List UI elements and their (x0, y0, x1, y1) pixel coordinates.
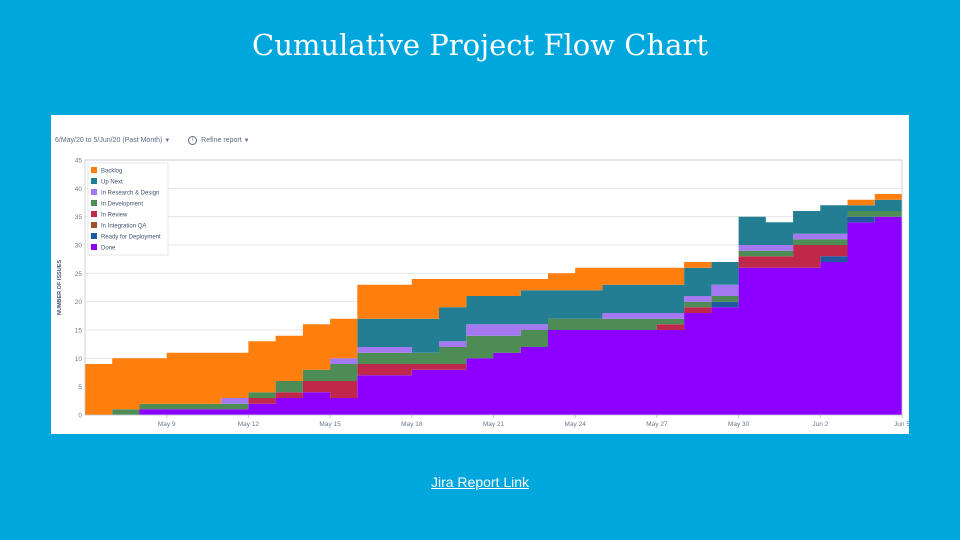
date-range-dropdown[interactable]: 6/May/20 to 5/Jun/20 (Past Month) ▼ (55, 137, 172, 144)
legend-swatch (91, 167, 97, 173)
legend-label: Up Next (101, 180, 123, 186)
legend-label: Ready for Deployment (101, 235, 161, 241)
legend-swatch (91, 189, 97, 195)
y-tick-label: 20 (75, 299, 83, 306)
x-tick-label: May 9 (158, 421, 176, 428)
y-tick-label: 10 (75, 356, 83, 363)
legend-swatch (91, 211, 97, 217)
y-tick-label: 5 (78, 384, 82, 391)
legend-swatch (91, 222, 97, 228)
x-tick-label: Jun 5 (894, 421, 909, 428)
legend-label: Backlog (101, 169, 122, 175)
legend-box (87, 162, 169, 256)
legend-label: In Review (101, 213, 128, 219)
date-range-label: 6/May/20 to 5/Jun/20 (Past Month) (55, 137, 163, 145)
y-tick-label: 25 (75, 271, 83, 278)
y-tick-label: 45 (75, 158, 83, 165)
x-tick-label: May 27 (646, 421, 668, 428)
legend-swatch (91, 178, 97, 184)
refine-report-dropdown[interactable]: i Refine report ▼ (188, 136, 250, 145)
chevron-down-icon: ▼ (243, 138, 250, 145)
y-tick-label: 15 (75, 328, 83, 335)
jira-report-link[interactable]: Jira Report Link (430, 474, 530, 490)
chart-panel: 0 5 10 15 20 25 30 35 40 45 NUMBER OF ISSUES May 9 M… (51, 115, 909, 434)
legend-label: In Research & Design (101, 191, 159, 197)
x-tick-label: May 18 (401, 421, 423, 428)
y-tick-label: 40 (75, 186, 83, 193)
legend-swatch (91, 200, 97, 206)
x-tick-label: May 21 (483, 421, 505, 428)
legend-label: In Integration QA (101, 224, 146, 230)
y-tick-label: 35 (75, 214, 83, 221)
y-tick-label: 30 (75, 243, 83, 250)
y-axis-label: NUMBER OF ISSUES (57, 260, 63, 315)
x-tick-label: Jun 2 (812, 421, 828, 428)
area-series-backlog (85, 194, 902, 415)
area-series-done (85, 199, 902, 415)
slide-title: Cumulative Project Flow Chart (252, 28, 708, 62)
legend-label: In Development (101, 202, 143, 208)
x-tick-label: May 24 (565, 421, 587, 428)
info-icon: i (188, 136, 198, 145)
legend-label: Done (101, 246, 116, 252)
legend-swatch (91, 233, 97, 239)
x-tick-label: May 15 (319, 421, 341, 428)
legend-swatch (91, 244, 97, 250)
y-tick-label: 0 (78, 413, 82, 420)
x-tick-label: May 12 (238, 421, 260, 428)
area-series-up-next (85, 194, 902, 415)
report-toolbar: 6/May/20 to 5/Jun/20 (Past Month) ▼ i Re… (55, 136, 250, 145)
chevron-down-icon: ▼ (164, 138, 171, 145)
cumulative-flow-chart: 0 5 10 15 20 25 30 35 40 45 NUMBER OF ISSUES May 9 M… (57, 158, 909, 429)
refine-report-label: Refine report (201, 137, 242, 145)
x-tick-label: May 30 (728, 421, 750, 428)
